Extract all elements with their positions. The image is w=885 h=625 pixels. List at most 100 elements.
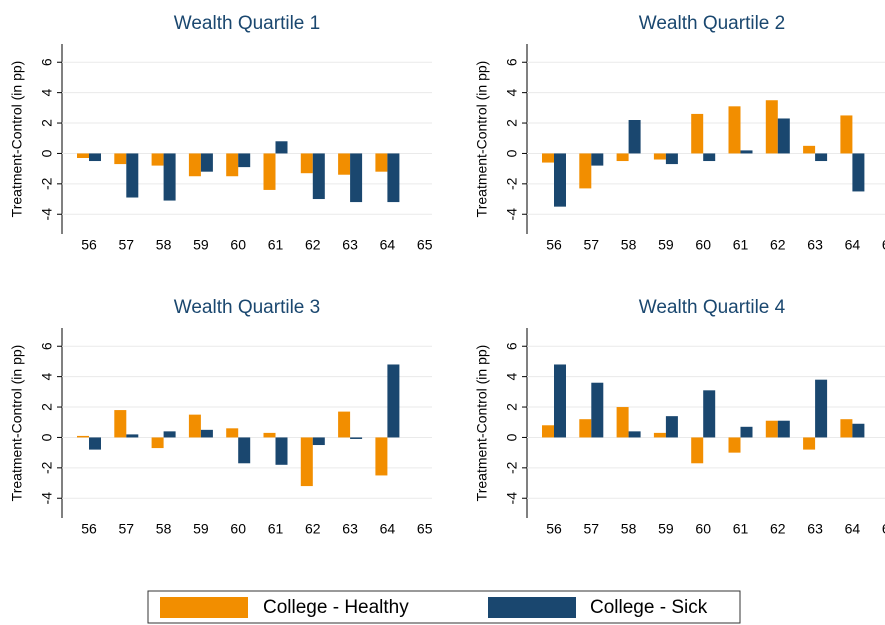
bar [840, 419, 853, 438]
y-tick-label: -2 [504, 177, 520, 190]
x-tick-label: 56 [81, 521, 97, 537]
bar [300, 153, 313, 174]
bar [616, 407, 629, 438]
bar [89, 153, 101, 162]
bar [728, 437, 741, 453]
x-tick-label: 63 [807, 237, 823, 253]
bar [163, 153, 176, 201]
bar [665, 416, 678, 438]
x-tick-label: 58 [621, 237, 637, 253]
bar [375, 437, 388, 476]
bar [387, 153, 400, 203]
y-tick-label: 4 [504, 89, 520, 97]
y-tick-label: 4 [504, 373, 520, 381]
x-tick-label: 61 [268, 521, 284, 537]
x-tick-label: 58 [156, 521, 172, 537]
legend-label: College - Sick [590, 597, 708, 618]
x-tick-label: 57 [119, 237, 135, 253]
bar [338, 411, 351, 438]
bar [77, 153, 89, 158]
y-tick-label: 4 [39, 89, 55, 97]
bar [703, 153, 716, 162]
y-tick-label: 4 [39, 373, 55, 381]
x-tick-label: 60 [230, 237, 246, 253]
y-tick-label: -4 [39, 208, 55, 221]
chart-title: Wealth Quartile 1 [174, 13, 320, 34]
bar [740, 150, 753, 154]
bar [200, 429, 213, 438]
bar [226, 153, 239, 177]
bar [312, 153, 325, 200]
y-tick-label: 6 [39, 342, 55, 350]
bar [387, 364, 400, 438]
x-tick-label: 56 [81, 237, 97, 253]
y-tick-label: 2 [39, 119, 55, 127]
y-tick-label: 0 [39, 149, 55, 157]
bar [740, 426, 753, 438]
bar [263, 432, 276, 438]
bar [579, 419, 592, 438]
bar [703, 390, 716, 438]
bar [653, 153, 666, 160]
bar [616, 153, 629, 162]
y-axis-title: Treatment-Control (in pp) [9, 61, 25, 218]
bar [151, 437, 164, 449]
y-axis-title: Treatment-Control (in pp) [474, 61, 490, 218]
y-tick-label: -4 [39, 492, 55, 505]
bar [628, 431, 641, 438]
bar [691, 437, 704, 464]
x-tick-label: 64 [845, 237, 861, 253]
bar [840, 115, 853, 154]
bar [263, 153, 276, 190]
x-tick-label: 64 [380, 521, 396, 537]
x-tick-label: 65 [417, 521, 433, 537]
bar [765, 100, 778, 154]
y-tick-label: -4 [504, 208, 520, 221]
y-axis-title: Treatment-Control (in pp) [9, 345, 25, 502]
bar [126, 153, 139, 198]
x-tick-label: 56 [546, 521, 562, 537]
x-tick-label: 60 [695, 521, 711, 537]
bar [375, 153, 388, 172]
bar [653, 432, 666, 438]
y-tick-label: 0 [504, 433, 520, 441]
x-tick-label: 59 [658, 237, 674, 253]
bar [815, 153, 828, 162]
y-tick-label: -2 [39, 177, 55, 190]
bar [350, 437, 363, 439]
bar [628, 120, 641, 154]
x-tick-label: 61 [733, 237, 749, 253]
x-tick-label: 57 [584, 237, 600, 253]
bar [77, 435, 89, 438]
bar [300, 437, 313, 487]
y-tick-label: 0 [39, 433, 55, 441]
x-tick-label: 57 [119, 521, 135, 537]
y-tick-label: 2 [504, 119, 520, 127]
bar [852, 153, 865, 192]
x-tick-label: 56 [546, 237, 562, 253]
bar [188, 153, 201, 177]
bar [312, 437, 325, 446]
bar [765, 420, 778, 438]
bar [151, 153, 164, 166]
x-tick-label: 64 [380, 237, 396, 253]
x-tick-label: 64 [845, 521, 861, 537]
x-tick-label: 59 [193, 521, 209, 537]
bar [238, 437, 251, 464]
bar [777, 420, 790, 438]
bar [579, 153, 592, 189]
x-tick-label: 62 [770, 521, 786, 537]
x-tick-label: 58 [156, 237, 172, 253]
bar [554, 364, 566, 438]
bar [200, 153, 213, 172]
x-tick-label: 60 [230, 521, 246, 537]
bar [114, 153, 127, 165]
bar [542, 425, 554, 438]
bar [350, 153, 363, 203]
bar [126, 434, 139, 438]
legend-swatch [488, 597, 576, 618]
bar [226, 428, 239, 438]
x-tick-label: 59 [193, 237, 209, 253]
x-tick-label: 61 [733, 521, 749, 537]
bar [238, 153, 251, 168]
